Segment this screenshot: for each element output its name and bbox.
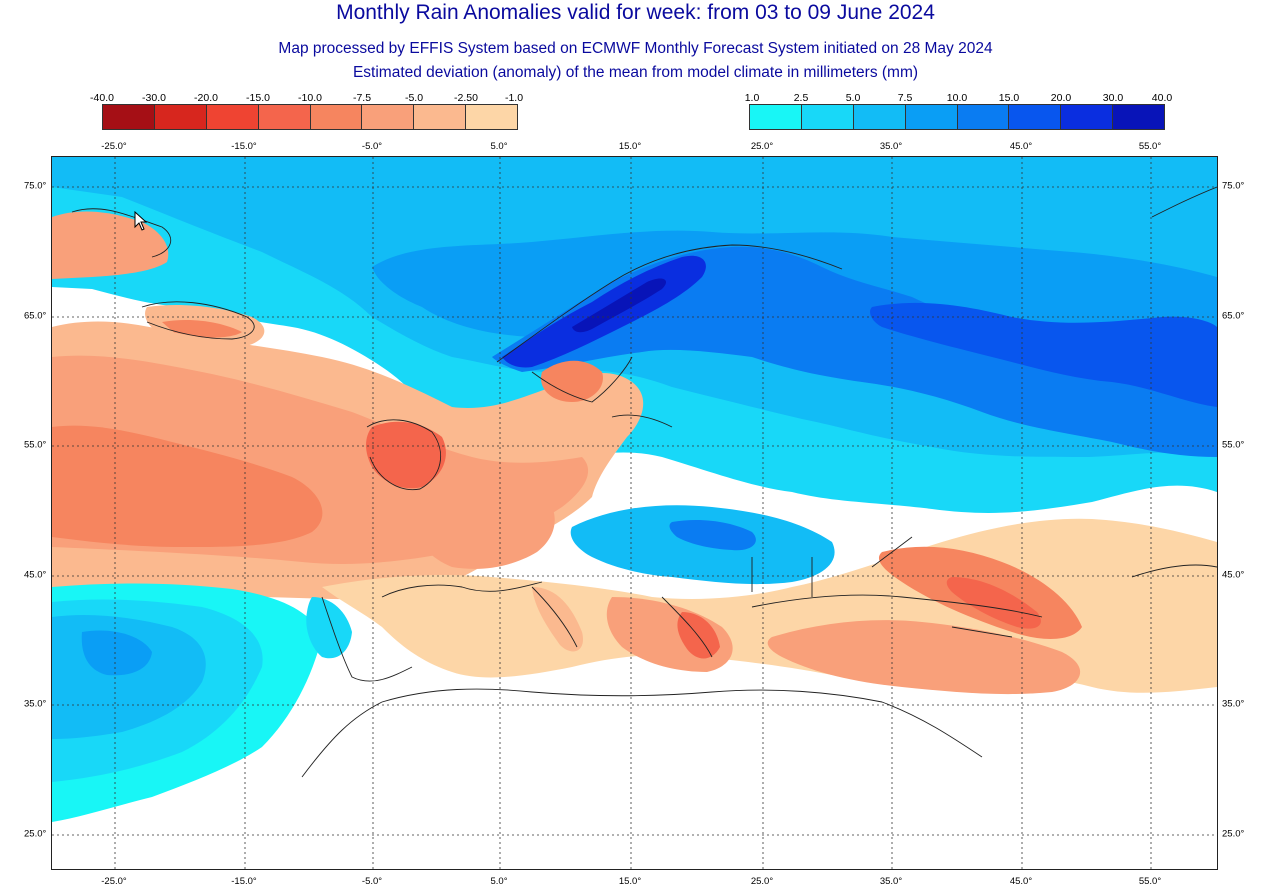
- legend-negative-swatch-3: [258, 105, 311, 129]
- lon-tick-bottom: -25.0°: [101, 876, 127, 887]
- lon-tick-bottom: -15.0°: [231, 876, 257, 887]
- coastlines: [71, 186, 1217, 778]
- negative-anomaly-turkey: [767, 620, 1081, 695]
- legend-pos-label: 7.5: [897, 92, 913, 104]
- legend-neg-label: -30.0: [142, 92, 166, 104]
- legend-positive-swatch-2: [853, 105, 906, 129]
- legend-positive-swatch-5: [1009, 105, 1062, 129]
- positive-anomaly-central-core: [669, 520, 756, 551]
- positive-anomaly-norway-core: [572, 278, 667, 333]
- legend-pos-label: 20.0: [1050, 92, 1072, 104]
- lat-tick-left: 45.0°: [24, 569, 47, 581]
- lon-tick-bottom: 35.0°: [879, 876, 903, 887]
- lon-tick-bottom: 45.0°: [1009, 876, 1033, 887]
- positive-anomaly-atlantic-south-core: [81, 630, 152, 676]
- legend-positive-swatch-1: [801, 105, 854, 129]
- lon-tick-bottom: 55.0°: [1138, 876, 1162, 887]
- legend-neg-label: -5.0: [404, 92, 424, 104]
- lat-tick-left: 65.0°: [24, 310, 47, 322]
- legend-negative-swatch-2: [206, 105, 259, 129]
- legend-positive-swatch-6: [1061, 105, 1114, 129]
- legend-neg-label: -10.0: [298, 92, 322, 104]
- negative-anomaly-baltic-west: [541, 360, 603, 402]
- positive-anomaly-iberia-west: [306, 597, 352, 659]
- legend-negative-swatch-4: [310, 105, 363, 129]
- anomaly-map[interactable]: [51, 156, 1218, 870]
- legend-pos-label: 15.0: [998, 92, 1020, 104]
- lat-tick-right: 35.0°: [1222, 698, 1245, 710]
- lon-tick-top: 35.0°: [879, 141, 903, 152]
- lat-tick-left: 35.0°: [24, 698, 47, 710]
- lon-tick-bottom: 15.0°: [618, 876, 642, 887]
- legend-positive-colorbar: [749, 104, 1165, 130]
- legend-neg-label: -7.5: [352, 92, 372, 104]
- legend-positive-swatch-7: [1113, 105, 1164, 129]
- legend-pos-label: 1.0: [744, 92, 760, 104]
- negative-anomaly-atlantic-core: [52, 425, 323, 547]
- legend-pos-label: 30.0: [1102, 92, 1124, 104]
- lon-tick-bottom: -5.0°: [361, 876, 383, 887]
- lon-tick-top: 55.0°: [1138, 141, 1162, 152]
- anomaly-map-canvas: [52, 157, 1217, 869]
- lat-tick-left: 75.0°: [24, 180, 47, 192]
- legend-negative-swatch-0: [103, 105, 155, 129]
- legend-pos-label: 10.0: [946, 92, 968, 104]
- lon-tick-bottom: 25.0°: [750, 876, 774, 887]
- negative-anomaly-atlantic-north: [52, 211, 169, 279]
- graticule: [52, 157, 1217, 869]
- legend-pos-label: 5.0: [845, 92, 861, 104]
- mouse-cursor-icon: [134, 211, 148, 231]
- map-subtitle-processing: Map processed by EFFIS System based on E…: [278, 40, 993, 57]
- lat-tick-right: 75.0°: [1222, 180, 1245, 192]
- lon-tick-top: 15.0°: [618, 141, 642, 152]
- negative-anomaly-caucasus-core: [946, 577, 1041, 629]
- legend-negative-swatch-7: [466, 105, 517, 129]
- map-title: Monthly Rain Anomalies valid for week: f…: [336, 1, 935, 24]
- legend-negative-swatch-1: [154, 105, 207, 129]
- lon-tick-top: -5.0°: [361, 141, 383, 152]
- legend-pos-label: 40.0: [1151, 92, 1173, 104]
- legend-neg-label: -20.0: [194, 92, 218, 104]
- lat-tick-right: 65.0°: [1222, 310, 1245, 322]
- legend-neg-label: -1.0: [504, 92, 524, 104]
- legend-positive-swatch-0: [750, 105, 802, 129]
- legend-neg-label: -2.50: [454, 92, 478, 104]
- lon-tick-bottom: 5.0°: [490, 876, 508, 887]
- lat-tick-left: 55.0°: [24, 439, 47, 451]
- legend-negative-colorbar: [102, 104, 518, 130]
- lon-tick-top: 45.0°: [1009, 141, 1033, 152]
- positive-anomaly-russia: [870, 302, 1217, 407]
- lat-tick-right: 45.0°: [1222, 569, 1245, 581]
- lon-tick-top: -25.0°: [101, 141, 127, 152]
- negative-anomaly-british-isles: [366, 421, 446, 489]
- lat-tick-left: 25.0°: [24, 828, 47, 840]
- legend-pos-label: 2.5: [793, 92, 809, 104]
- lon-tick-top: 5.0°: [490, 141, 508, 152]
- lat-tick-right: 55.0°: [1222, 439, 1245, 451]
- legend-neg-label: -15.0: [246, 92, 270, 104]
- legend-positive-swatch-3: [905, 105, 958, 129]
- lon-tick-top: -15.0°: [231, 141, 257, 152]
- legend-negative-swatch-6: [414, 105, 467, 129]
- legend-positive-swatch-4: [957, 105, 1010, 129]
- lon-tick-top: 25.0°: [750, 141, 774, 152]
- lat-tick-right: 25.0°: [1222, 828, 1245, 840]
- map-subtitle-units: Estimated deviation (anomaly) of the mea…: [352, 64, 919, 81]
- legend-neg-label: -40.0: [90, 92, 114, 104]
- negative-anomaly-france: [416, 480, 555, 569]
- positive-anomaly-scandinavia: [492, 246, 1217, 457]
- legend-negative-swatch-5: [362, 105, 415, 129]
